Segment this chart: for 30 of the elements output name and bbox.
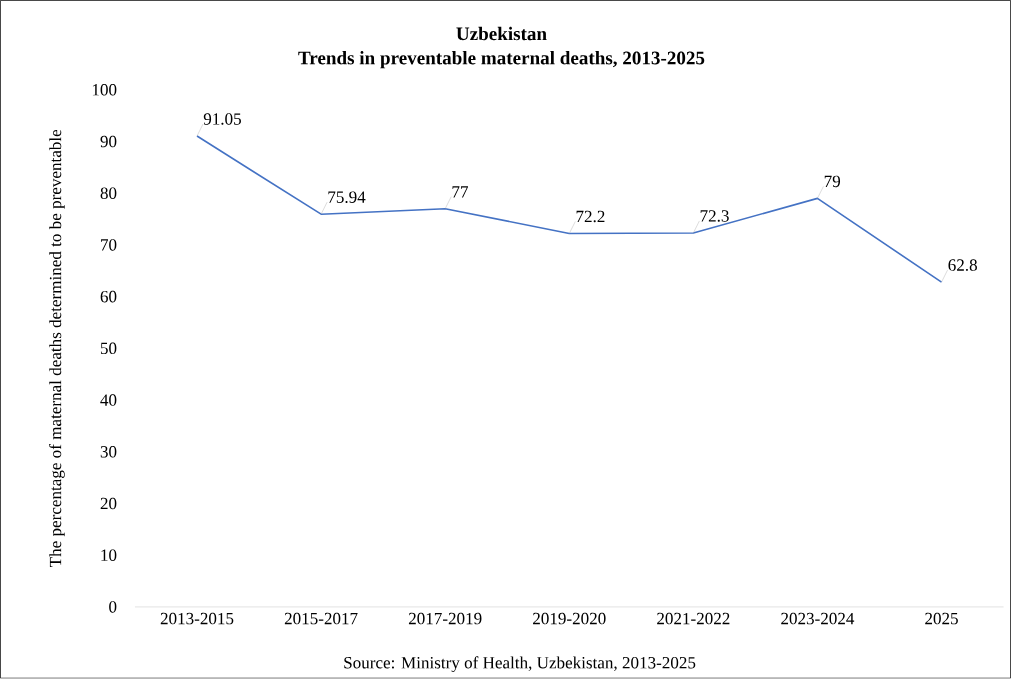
data-label: 75.94 <box>328 191 366 204</box>
y-tick-label: 100 <box>92 84 117 96</box>
y-tick-label: 40 <box>100 394 117 407</box>
line-series <box>196 135 943 284</box>
chart-title: Uzbekistan <box>456 27 547 41</box>
x-tick-label: 2021-2022 <box>657 612 730 625</box>
y-tick-label: 60 <box>100 291 117 303</box>
x-tick-label: 2025 <box>925 612 958 625</box>
y-tick-label: 80 <box>100 187 117 200</box>
y-tick-label: 10 <box>101 549 117 562</box>
y-tick-label: 20 <box>100 497 117 510</box>
x-tick-label: 2017-2019 <box>408 612 482 625</box>
y-tick-label: 90 <box>100 135 117 148</box>
y-tick-label: 50 <box>100 342 117 355</box>
data-label: 62.8 <box>948 259 977 272</box>
data-label: 77 <box>452 186 468 198</box>
x-tick-label: 2013-2015 <box>160 612 234 625</box>
x-tick-label: 2023-2024 <box>781 612 855 625</box>
y-tick-label: 70 <box>101 239 117 251</box>
y-tick-label: 30 <box>100 446 117 458</box>
data-label: 72.2 <box>576 210 605 223</box>
data-label: 91.05 <box>203 113 241 125</box>
x-tick-label: 2019-2020 <box>533 612 606 625</box>
y-tick-label: 0 <box>109 601 117 613</box>
source-note: Source: Ministry of Health, Uzbekistan, 2013-2025 <box>344 656 696 673</box>
data-label: 72.3 <box>700 210 729 222</box>
data-label: 79 <box>824 175 841 188</box>
y-axis-title: The percentage of maternal deaths determined to be preventable <box>49 130 65 568</box>
x-tick-label: 2015-2017 <box>284 612 358 625</box>
chart-subtitle: Trends in preventable maternal deaths, 2013-2025 <box>298 51 705 69</box>
